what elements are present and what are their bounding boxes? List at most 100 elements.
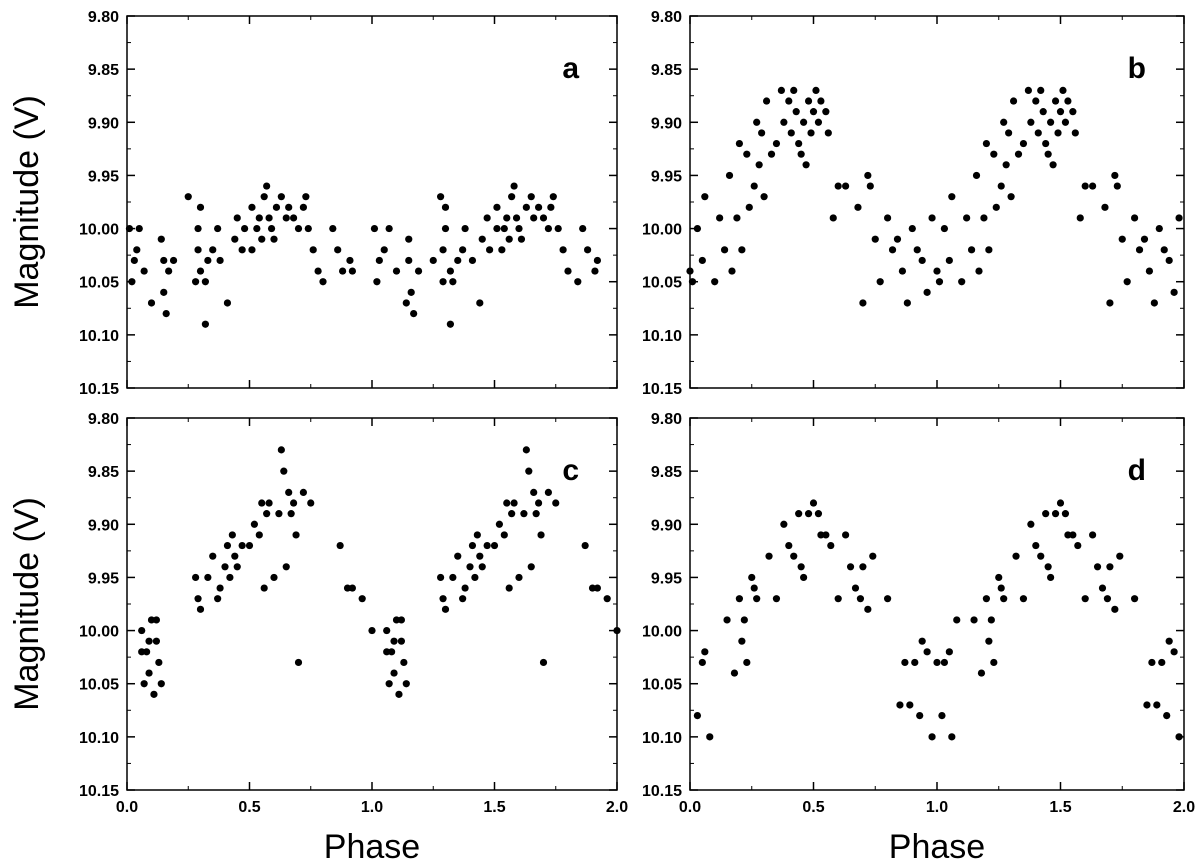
panel-a: 9.80 9.85 9.90 9.95 10.00 10.05 10.10 10.15 a Mag… [8,9,618,398]
data-point [486,246,494,254]
data-point [814,118,823,126]
plot-frame [689,15,1185,389]
data-point [231,552,239,560]
data-point [1116,552,1124,560]
data-point [593,584,602,592]
data-point [1135,246,1144,254]
y-tick-label: 9.95 [651,570,682,587]
data-point [282,214,290,222]
data-point [241,224,249,233]
data-point [1118,235,1126,243]
y-tick-label: 10.10 [79,730,119,747]
data-point [307,499,315,507]
data-point [945,256,953,265]
data-point [792,108,800,116]
data-point [1027,118,1035,126]
data-point [948,733,956,741]
data-point [1014,150,1023,158]
data-point [140,267,148,275]
data-point [194,595,202,603]
y-tick-label: 10.15 [79,783,119,800]
data-point [248,203,256,211]
data-point [903,299,911,307]
data-point [1064,531,1072,539]
data-point [809,499,818,507]
data-point [908,224,916,233]
y-tick-label: 10.05 [642,275,682,292]
data-point [701,193,709,201]
data-point [817,97,825,105]
data-point [263,510,271,518]
data-point [797,150,805,158]
data-point [953,616,961,624]
data-point [876,278,884,286]
data-point [733,214,741,222]
data-point [260,193,268,201]
data-point [275,510,283,518]
data-point [517,235,526,243]
data-point [233,563,241,571]
panel-label: d [1128,454,1146,487]
panel-label: a [562,52,579,85]
data-point [822,108,830,116]
data-point [884,214,892,222]
data-point [250,520,258,528]
data-point [743,150,751,158]
data-point [730,669,739,677]
plot-frame [126,417,618,791]
data-point [544,224,553,233]
y-tick-label: 10.10 [79,328,119,345]
data-point [740,616,748,624]
data-point [834,182,842,190]
data-point [970,616,978,624]
data-point [192,278,200,286]
data-point [1160,246,1168,254]
data-point [228,531,236,539]
data-point [147,299,156,307]
data-point [760,193,768,201]
data-point [522,446,530,454]
data-point [1074,541,1082,550]
data-point [194,224,202,233]
data-point [698,256,706,265]
data-point [157,680,165,688]
data-point [547,203,555,211]
data-point [1123,278,1131,286]
y-tick-label: 9.80 [88,9,119,26]
data-point [1002,161,1010,169]
data-point [701,648,709,656]
data-point [248,246,256,254]
data-point [402,299,410,307]
data-point [1158,658,1166,667]
data-point [476,552,484,560]
y-tick-label: 9.90 [88,517,119,534]
data-point [216,584,224,592]
data-point [933,267,941,275]
data-point [1012,552,1020,560]
data-point [441,224,450,233]
data-point [963,214,971,222]
data-point [473,531,481,539]
data-point [856,595,865,603]
y-tick-label: 10.00 [79,624,119,641]
data-point [750,182,758,190]
data-point [348,267,356,275]
x-axis-title: Phase [889,828,985,866]
y-axis-title: Magnitude (V) [8,497,46,711]
data-point [277,193,285,201]
data-point [505,235,513,243]
data-point [402,680,410,688]
data-point [817,531,825,539]
data-point [1039,108,1047,116]
data-point [245,541,254,550]
data-point [1113,182,1121,190]
data-point [1155,224,1163,233]
data-point [449,278,457,286]
data-point [1019,595,1028,603]
data-point [1150,299,1158,307]
data-point [1024,86,1032,94]
data-point [987,616,995,624]
y-tick-label: 9.85 [651,464,682,481]
data-point [888,246,897,254]
data-point [294,224,303,233]
